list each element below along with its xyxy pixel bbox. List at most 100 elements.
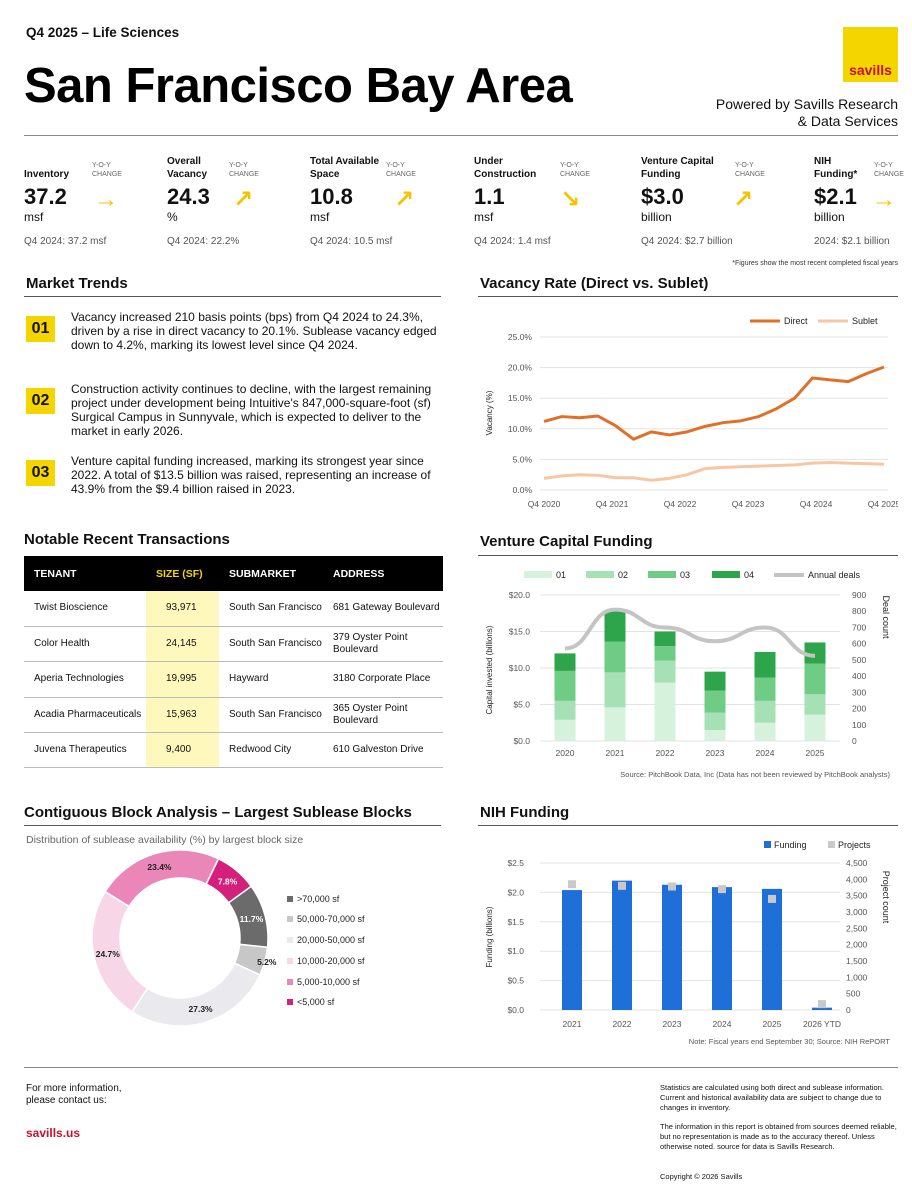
x-tick-label: 2023 xyxy=(706,748,725,758)
vc-divider xyxy=(478,555,898,556)
kpi-yoy-label: Y-O-Y CHANGE xyxy=(735,162,765,178)
y2-tick-label: 3,500 xyxy=(846,891,868,901)
kpi-value: $2.1 xyxy=(814,184,857,209)
kpi-value: $3.0 xyxy=(641,184,684,209)
col-size: SIZE (SF) xyxy=(146,556,219,591)
legend-item: 50,000-70,000 sf xyxy=(287,914,365,924)
legend-label: 01 xyxy=(556,570,566,580)
table-row: Twist Bioscience 93,971 South San Francisc… xyxy=(24,591,443,627)
vacancy-chart-title: Vacancy Rate (Direct vs. Sublet) xyxy=(480,275,709,292)
address-cell: 3180 Corporate Place xyxy=(323,661,443,698)
kpi-unit: billion xyxy=(641,210,672,224)
legend-swatch xyxy=(287,916,293,922)
y2-tick-label: 0 xyxy=(852,736,857,746)
contact-line-2: please contact us: xyxy=(26,1095,107,1106)
legend-label: 03 xyxy=(680,570,690,580)
funding-bar xyxy=(712,887,732,1010)
bar-segment-q1 xyxy=(604,707,626,741)
kpi-yoy-label: Y-O-Y CHANGE xyxy=(229,162,259,178)
trend-arrow-icon: ↗ xyxy=(394,186,415,213)
y2-tick-label: 2,500 xyxy=(846,923,868,933)
submarket-cell: Redwood City xyxy=(219,732,323,769)
bar-segment-q3 xyxy=(754,677,776,701)
y-tick-label: $15.0 xyxy=(509,627,531,637)
kpi-card: Overall Vacancy Y-O-Y CHANGE 24.3% Q4 2024: 2… xyxy=(167,155,259,247)
bar-segment-q4 xyxy=(554,653,576,671)
logo-text: savills xyxy=(849,62,892,78)
series-line-sublet xyxy=(543,460,885,482)
x-tick-label: Q4 2022 xyxy=(664,499,697,509)
copyright: Copyright © 2026 Savills xyxy=(660,1172,743,1181)
legend-swatch xyxy=(287,999,293,1005)
vc-source: Source: PitchBook Data, Inc (Data has no… xyxy=(620,770,890,779)
table-row: Juvena Therapeutics 9,400 Redwood City 610 … xyxy=(24,732,443,769)
kpi-label: Venture Capital Funding xyxy=(641,156,714,180)
contiguous-subtitle: Distribution of sublease availability (%… xyxy=(26,834,304,846)
x-tick-label: Q4 2023 xyxy=(732,499,765,509)
y2-tick-label: 300 xyxy=(852,687,866,697)
bar-segment-q3 xyxy=(604,641,626,673)
savills-website-link[interactable]: savills.us xyxy=(26,1126,81,1140)
slice-label: 11.7% xyxy=(240,914,264,924)
trend-arrow-icon: → xyxy=(872,186,896,213)
kpi-prior-value: Q4 2024: 22.2% xyxy=(167,236,240,247)
table-row: Aperia Technologies 19,995 Hayward 3180 Cor… xyxy=(24,661,443,698)
y-tick-label: $1.5 xyxy=(507,917,524,927)
legend-swatch xyxy=(287,979,293,985)
tenant-cell: Juvena Therapeutics xyxy=(24,732,146,769)
tenant-cell: Color Health xyxy=(24,626,146,663)
header-divider xyxy=(24,135,898,136)
legend-label: Projects xyxy=(838,840,871,850)
legend-label: >70,000 sf xyxy=(297,894,340,904)
table-row: Acadia Pharmaceuticals 15,963 South San Fr… xyxy=(24,697,443,734)
y2-tick-label: 100 xyxy=(852,720,866,730)
funding-bar xyxy=(612,880,632,1010)
legend-item: <5,000 sf xyxy=(287,997,334,1007)
kpi-yoy-label: Y-O-Y CHANGE xyxy=(560,162,590,178)
y-tick-label: 25.0% xyxy=(508,332,533,342)
y-tick-label: $1.0 xyxy=(507,946,524,956)
trend-text: Venture capital funding increased, marki… xyxy=(71,454,431,496)
bar-segment-q1 xyxy=(754,722,776,741)
y-tick-label: 5.0% xyxy=(513,454,533,464)
bar-segment-q3 xyxy=(554,670,576,701)
x-tick-label: 2026 YTD xyxy=(803,1019,841,1029)
legend-label: 02 xyxy=(618,570,628,580)
trend-number: 01 xyxy=(26,316,55,342)
legend-swatch xyxy=(524,571,552,578)
kpi-prior-value: Q4 2024: $2.7 billion xyxy=(641,236,733,247)
kpi-prior-value: Q4 2024: 37.2 msf xyxy=(24,236,107,247)
kpi-value: 37.2 xyxy=(24,184,67,209)
table-header-row: TENANT SIZE (SF) SUBMARKET ADDRESS xyxy=(24,556,443,591)
donut-slice xyxy=(205,857,253,904)
y2-tick-label: 400 xyxy=(852,671,866,681)
kpi-card: Under Construction Y-O-Y CHANGE 1.1 msf Q4 202… xyxy=(474,155,590,247)
transactions-title: Notable Recent Transactions xyxy=(24,531,230,548)
size-cell: 19,995 xyxy=(146,661,219,698)
trend-text: Construction activity continues to decli… xyxy=(71,382,432,438)
bar-segment-q1 xyxy=(804,714,826,741)
legend-swatch xyxy=(712,571,740,578)
trend-text: Vacancy increased 210 basis points (bps)… xyxy=(71,310,437,352)
y-axis-title: Vacancy (%) xyxy=(485,390,494,435)
kpi-prior-value: Q4 2024: 10.5 msf xyxy=(310,236,393,247)
trend-arrow-icon: ↗ xyxy=(733,186,754,213)
bar-segment-q1 xyxy=(654,682,676,741)
bar-segment-q2 xyxy=(754,700,776,723)
powered-line-1: Powered by Savills Research xyxy=(715,96,898,112)
tenant-cell: Aperia Technologies xyxy=(24,661,146,698)
legend-swatch xyxy=(828,841,835,848)
address-cell: 610 Galveston Drive xyxy=(323,732,443,769)
slice-label: 23.4% xyxy=(147,862,172,872)
bar-segment-q1 xyxy=(554,719,576,741)
y2-tick-label: 700 xyxy=(852,622,866,632)
y2-tick-label: 4,000 xyxy=(846,874,868,884)
legend-swatch xyxy=(287,937,293,943)
legend-label: 10,000-20,000 sf xyxy=(297,956,365,966)
bar-segment-q3 xyxy=(704,690,726,713)
kpi-label: Total Available Space xyxy=(310,156,380,180)
nih-divider xyxy=(478,825,898,826)
contact-line-1: For more information, xyxy=(26,1083,122,1094)
slice-label: 5.2% xyxy=(257,957,277,967)
kpi-value: 10.8 xyxy=(310,184,353,209)
